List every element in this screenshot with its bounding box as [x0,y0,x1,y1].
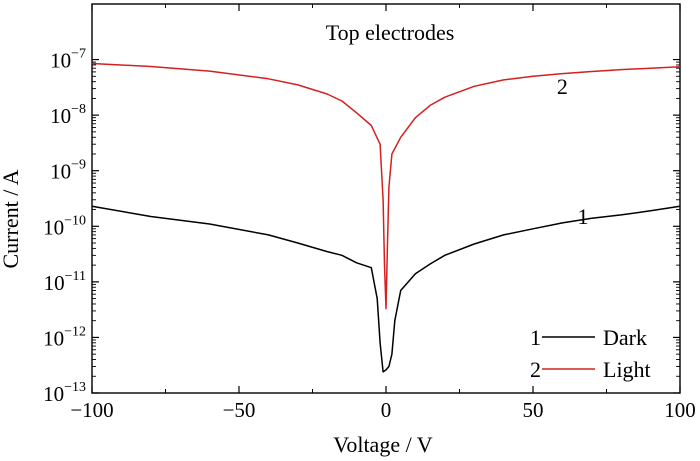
series-layer [91,62,681,373]
y-tick-base: 10 [43,326,64,350]
y-tick-exponent: −9 [71,158,86,173]
x-tick-label: 50 [523,398,544,422]
curve-labels: 12 [557,74,589,229]
y-tick-base: 10 [50,160,71,184]
y-tick-label: 10−12 [43,324,86,350]
y-tick-label: 10−7 [50,47,86,73]
y-tick-base: 10 [50,49,71,73]
y-tick-exponent: −10 [64,213,86,228]
series-line-light [91,62,681,310]
y-tick-label: 10−11 [44,269,86,295]
x-tick-label: −100 [70,398,113,422]
chart-annotation: Top electrodes [326,20,455,45]
legend: 1 Dark 2 Light [530,325,651,382]
x-tick-label: 0 [381,398,392,422]
x-axis-label: Voltage / V [333,432,433,457]
y-tick-exponent: −11 [65,269,86,284]
legend-label: Light [603,357,651,382]
y-tick-base: 10 [50,104,71,128]
y-tick-base: 10 [44,271,65,295]
y-tick-exponent: −13 [64,380,86,395]
y-tick-exponent: −12 [64,324,86,339]
curve-label: 1 [577,204,588,229]
y-tick-label: 10−9 [50,158,86,184]
y-tick-label: 10−10 [43,213,86,239]
x-tick-label: 100 [664,398,696,422]
y-tick-exponent: −7 [71,47,86,62]
curve-label: 2 [557,74,568,99]
plot-area [91,3,681,394]
plot-frame [91,3,681,394]
legend-number: 1 [530,325,541,350]
y-tick-label: 10−8 [50,102,86,128]
y-tick-base: 10 [43,382,64,406]
y-tick-base: 10 [43,215,64,239]
y-tick-exponent: −8 [71,102,86,117]
x-tick-label: −50 [223,398,256,422]
ticks-layer: −100 −50 0 50 10010−1310−1210−1110−1010−910−… [43,4,696,422]
legend-label: Dark [603,325,647,350]
series-line-dark [91,205,681,373]
y-axis-label: Current / A [0,169,23,268]
y-tick-label: 10−13 [43,380,86,406]
legend-number: 2 [530,357,541,382]
